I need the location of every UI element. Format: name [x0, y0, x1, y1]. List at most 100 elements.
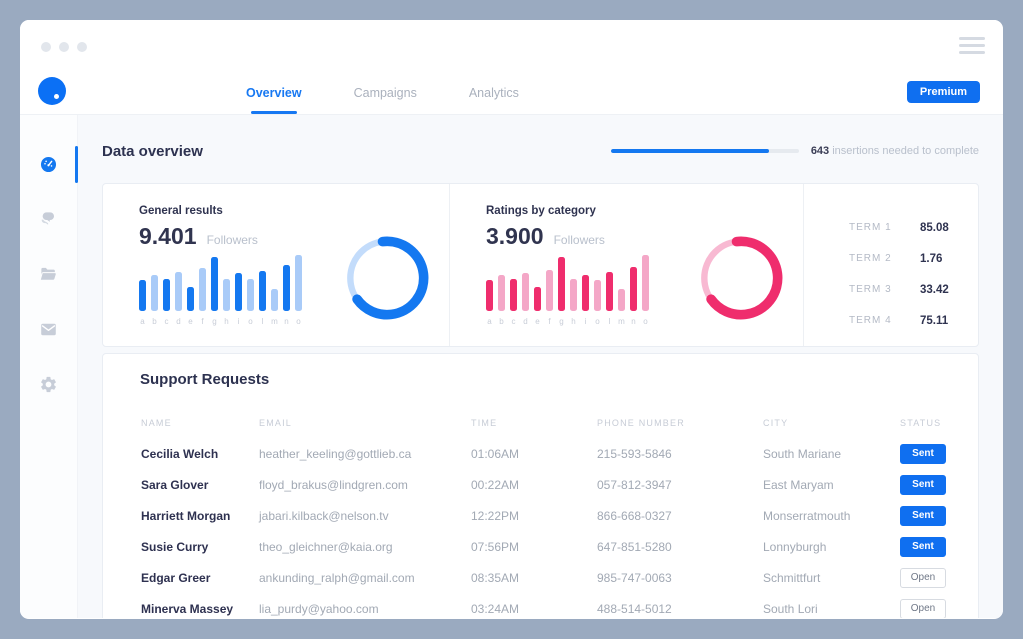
term-row: TERM 3 33.42 [849, 274, 958, 305]
bar [570, 279, 577, 311]
status-button[interactable]: Open [900, 567, 946, 588]
cell-phone: 985-747-0063 [597, 570, 672, 585]
app-header: Overview Campaigns Analytics Premium [20, 20, 1003, 115]
status-button[interactable]: Sent [900, 474, 946, 495]
followers-label: Followers [206, 233, 258, 247]
table-title: Support Requests [140, 371, 270, 388]
bar-chart [139, 255, 302, 311]
cell-email: lia_purdy@yahoo.com [259, 601, 379, 616]
cell-time: 12:22PM [471, 508, 520, 523]
bar [630, 267, 637, 311]
cell-name: Edgar Greer [141, 570, 211, 585]
main-content: Data overview 643 insertions needed to c… [78, 115, 1003, 618]
sidebar-item-settings[interactable] [20, 357, 77, 412]
bar [522, 273, 529, 311]
cell-email: jabari.kilback@nelson.tv [259, 508, 389, 523]
cell-time: 08:35AM [471, 570, 520, 585]
bar [498, 275, 505, 311]
table-row: Susie Curry theo_gleichner@kaia.org 07:56P… [103, 531, 978, 562]
bar [486, 280, 493, 311]
term-label: TERM 2 [849, 253, 892, 264]
column-header: EMAIL [259, 417, 293, 428]
bar [558, 257, 565, 311]
settings-icon [41, 376, 56, 393]
app-logo[interactable] [38, 77, 66, 105]
term-label: TERM 4 [849, 315, 892, 326]
menu-icon[interactable] [959, 37, 985, 54]
sidebar [20, 115, 78, 618]
cell-time: 07:56PM [471, 539, 520, 554]
sidebar-item-folder[interactable] [20, 247, 77, 302]
sidebar-item-chat[interactable] [20, 192, 77, 247]
bar [546, 270, 553, 311]
bar [259, 271, 266, 311]
table-row: Harriett Morgan jabari.kilback@nelson.tv 1… [103, 500, 978, 531]
cell-time: 00:22AM [471, 477, 520, 492]
tab-analytics[interactable]: Analytics [468, 86, 519, 100]
term-label: TERM 1 [849, 222, 892, 233]
premium-button[interactable]: Premium [906, 81, 980, 103]
term-value: 75.11 [920, 314, 949, 327]
tab-campaigns[interactable]: Campaigns [353, 86, 417, 100]
status-button[interactable]: Sent [900, 536, 946, 557]
status-button[interactable]: Sent [900, 443, 946, 464]
bar [618, 289, 625, 311]
bar [283, 265, 290, 311]
cell-phone: 488-514-5012 [597, 601, 672, 616]
support-requests-panel: Support Requests NAME EMAIL TIME PHONE NUMB… [102, 353, 979, 618]
insertions-progress: 643 insertions needed to complete [610, 145, 979, 157]
cell-name: Susie Curry [141, 539, 209, 554]
mail-icon [41, 323, 56, 336]
cell-city: Monserratmouth [763, 508, 851, 523]
term-value: 1.76 [920, 252, 943, 265]
cell-email: theo_gleichner@kaia.org [259, 539, 393, 554]
followers-value: 3.900 [486, 223, 544, 249]
cell-city: Schmittfurt [763, 570, 821, 585]
table-row: Sara Glover floyd_brakus@lindgren.com 00:2… [103, 469, 978, 500]
bar [606, 272, 613, 311]
cell-city: South Mariane [763, 446, 842, 461]
window-controls[interactable] [41, 42, 87, 52]
cell-city: Lonnyburgh [763, 539, 827, 554]
donut-chart [699, 236, 783, 320]
dashboard-icon [40, 156, 57, 173]
column-header: PHONE NUMBER [597, 417, 685, 428]
status-button[interactable]: Sent [900, 505, 946, 526]
sidebar-item-mail[interactable] [20, 302, 77, 357]
tab-overview[interactable]: Overview [244, 82, 304, 114]
table-body: Cecilia Welch heather_keeling@gottlieb.ca… [103, 438, 978, 618]
term-row: TERM 2 1.76 [849, 243, 958, 274]
bar [247, 279, 254, 311]
table-header: NAME EMAIL TIME PHONE NUMBER CITY STATUS [103, 407, 978, 438]
cell-time: 01:06AM [471, 446, 520, 461]
bar [271, 289, 278, 311]
cell-city: East Maryam [763, 477, 834, 492]
progress-value: 643 [810, 145, 830, 157]
cell-name: Minerva Massey [141, 601, 234, 616]
sidebar-item-dashboard[interactable] [20, 137, 78, 192]
bar [223, 279, 230, 311]
cell-phone: 866-668-0327 [597, 508, 672, 523]
page-title: Data overview [102, 142, 203, 160]
status-button[interactable]: Open [900, 598, 946, 618]
cell-phone: 647-851-5280 [597, 539, 672, 554]
bar [187, 287, 194, 311]
table-row: Minerva Massey lia_purdy@yahoo.com 03:24AM… [103, 593, 978, 618]
column-header: CITY [763, 417, 789, 428]
donut-chart [345, 236, 429, 320]
cell-city: South Lori [763, 601, 818, 616]
term-row: TERM 1 85.08 [849, 212, 958, 243]
bar [199, 268, 206, 311]
bar [642, 255, 649, 311]
cell-name: Harriett Morgan [141, 508, 231, 523]
bar [139, 280, 146, 311]
followers-value: 9.401 [139, 223, 197, 249]
bar [510, 279, 517, 311]
cell-email: ankunding_ralph@gmail.com [259, 570, 415, 585]
column-header: TIME [471, 417, 498, 428]
column-header: STATUS [900, 417, 942, 428]
